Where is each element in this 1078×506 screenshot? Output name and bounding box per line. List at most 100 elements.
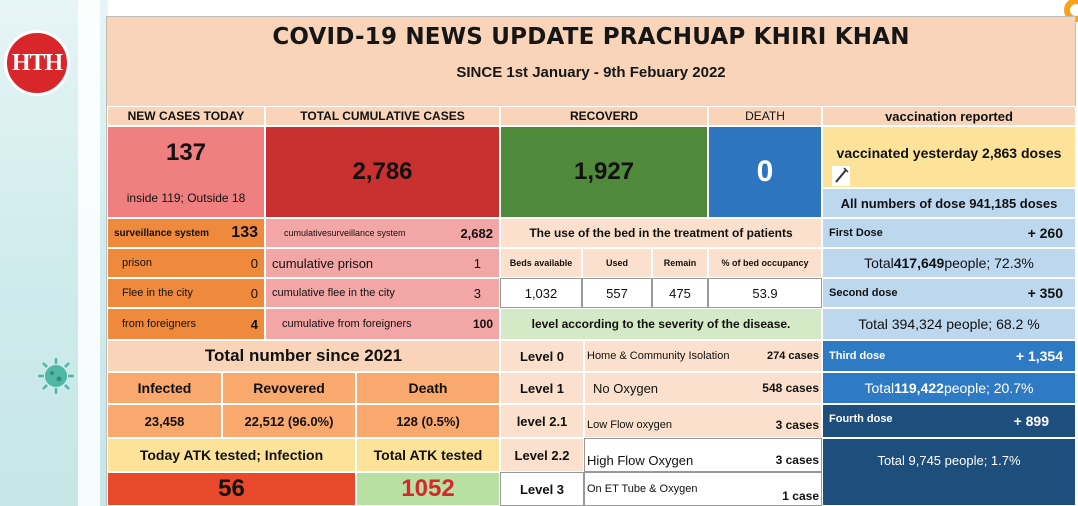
third-dose-total-prefix: Total [864, 380, 895, 396]
level-3-cases: 1 case [782, 489, 819, 503]
third-dose-plus: + 1,354 [1015, 348, 1063, 364]
since-recovered-label: Revovered [222, 372, 356, 404]
level-2-2-desc: High Flow Oxygen [587, 452, 694, 468]
syringe-icon [832, 166, 850, 186]
cumulative-prison-label: cumulative prison [272, 255, 374, 271]
level-3-desc: On ET Tube & Oxygen [587, 483, 698, 495]
level-0-label: Level 0 [500, 340, 584, 372]
today-surveillance-value: 133 [231, 224, 258, 241]
today-flee-label: Flee in the city [122, 287, 193, 299]
cumulative-flee-label: cumulative flee in the city [272, 287, 395, 299]
first-dose-total-prefix: Total [864, 255, 894, 271]
total-cumulative-header: TOTAL CUMULATIVE CASES [265, 106, 500, 126]
first-dose-row: First Dose + 260 [822, 218, 1076, 248]
third-dose-row: Third dose + 1,354 [822, 340, 1076, 372]
beds-used-value: 557 [582, 278, 652, 308]
level-2-1-cases: 3 cases [775, 418, 819, 432]
atk-total-label: Total ATK tested [356, 438, 500, 472]
atk-today-label: Today ATK tested; Infection [107, 438, 356, 472]
today-foreigners-value: 4 [250, 316, 258, 332]
page-title: COVID-19 NEWS UPDATE PRACHUAP KHIRI KHAN [272, 24, 910, 50]
cumulative-surveillance-row: cumulativesurveillance system 2,682 [265, 218, 500, 248]
second-dose-total: Total 394,324 people; 68.2 % [822, 308, 1076, 340]
fourth-dose-row: Fourth dose + 899 [822, 404, 1076, 438]
death-header: DEATH [708, 106, 822, 126]
today-flee-row: Flee in the city 0 [107, 278, 265, 308]
first-dose-plus: + 260 [1027, 225, 1063, 241]
new-cases-header: NEW CASES TODAY [107, 106, 265, 126]
new-cases-box: 137 inside 119; Outside 18 [107, 126, 265, 218]
level-2-2-label: Level 2.2 [500, 438, 584, 472]
cumulative-foreigners-label: cumulative from foreigners [282, 318, 412, 330]
since-death-value: 128 (0.5%) [356, 404, 500, 438]
level-2-2-row: High Flow Oxygen 3 cases [584, 438, 822, 472]
since-2021-title: Total number since 2021 [107, 340, 500, 372]
beds-remain-header: Remain [652, 248, 708, 278]
today-surveillance-label: surveillance system [114, 227, 210, 239]
header-background [107, 17, 1075, 106]
level-1-label: Level 1 [500, 372, 584, 404]
recovered-value: 1,927 [500, 126, 708, 218]
level-2-1-row: Low Flow oxygen 3 cases [584, 404, 822, 438]
today-prison-value: 0 [250, 255, 258, 271]
second-dose-plus: + 350 [1027, 285, 1063, 301]
level-1-cases: 548 cases [762, 381, 819, 395]
vaccinated-yesterday: vaccinated yesterday 2,863 doses [822, 126, 1076, 188]
first-dose-total: Total 417,649 people; 72.3% [822, 248, 1076, 278]
since-recovered-value: 22,512 (96.0%) [222, 404, 356, 438]
cumulative-flee-row: cumulative flee in the city 3 [265, 278, 500, 308]
cumulative-prison-value: 1 [473, 255, 481, 271]
recovered-header: RECOVERD [500, 106, 708, 126]
severity-title: level according to the severity of the d… [500, 308, 822, 340]
third-dose-total-bold: 119,422 [894, 380, 944, 396]
cumulative-surveillance-label: cumulativesurveillance system [284, 228, 406, 238]
level-0-row: Home & Community Isolation 274 cases [584, 340, 822, 372]
second-dose-total-text: Total 394,324 people; 68.2 % [858, 316, 1040, 332]
level-3-row: On ET Tube & Oxygen 1 case [584, 472, 822, 506]
since-infected-value: 23,458 [107, 404, 222, 438]
beds-used-header: Used [582, 248, 652, 278]
third-dose-label: Third dose [829, 350, 886, 362]
third-dose-total: Total 119,422 people; 20.7% [822, 372, 1076, 404]
second-dose-label: Second dose [829, 287, 898, 299]
beds-available-value: 1,032 [500, 278, 582, 308]
level-3-label: Level 3 [500, 472, 584, 506]
level-1-row: No Oxygen 548 cases [584, 372, 822, 404]
cumulative-foreigners-value: 100 [472, 317, 493, 331]
vaccinated-yesterday-text: vaccinated yesterday 2,863 doses [836, 145, 1062, 161]
cumulative-flee-value: 3 [473, 285, 481, 301]
today-prison-row: prison 0 [107, 248, 265, 278]
death-value: 0 [708, 126, 822, 218]
level-2-2-cases: 3 cases [775, 453, 819, 467]
first-dose-total-suffix: people; 72.3% [944, 255, 1034, 271]
cumulative-prison-row: cumulative prison 1 [265, 248, 500, 278]
beds-available-header: Beds available [500, 248, 582, 278]
fourth-dose-total-text: Total 9,745 people; 1.7% [877, 453, 1021, 468]
today-prison-label: prison [122, 257, 152, 269]
level-0-desc: Home & Community Isolation [587, 350, 730, 362]
level-2-1-label: level 2.1 [500, 404, 584, 438]
level-1-desc: No Oxygen [593, 380, 659, 396]
beds-title: The use of the bed in the treatment of p… [500, 218, 822, 248]
today-foreigners-label: from foreigners [122, 318, 196, 330]
all-doses: All numbers of dose 941,185 doses [822, 188, 1076, 218]
hth-logo: HTH [4, 30, 70, 96]
level-0-cases: 274 cases [767, 350, 819, 362]
today-foreigners-row: from foreigners 4 [107, 308, 265, 340]
cumulative-surveillance-value: 2,682 [460, 225, 493, 241]
cumulative-foreigners-row: cumulative from foreigners 100 [265, 308, 500, 340]
since-death-label: Death [356, 372, 500, 404]
first-dose-total-bold: 417,649 [893, 255, 945, 271]
fourth-dose-plus: + 899 [1013, 413, 1049, 429]
third-dose-total-suffix: people; 20.7% [943, 380, 1034, 396]
since-infected-label: Infected [107, 372, 222, 404]
second-dose-row: Second dose + 350 [822, 278, 1076, 308]
fourth-dose-label: Fourth dose [829, 413, 893, 425]
virus-icon [38, 358, 74, 394]
beds-occupancy-header: % of bed occupancy [708, 248, 822, 278]
atk-today-value: 56 [107, 472, 356, 506]
left-decoration-stripe [78, 0, 100, 506]
beds-occupancy-value: 53.9 [708, 278, 822, 308]
today-flee-value: 0 [250, 285, 258, 301]
page-subtitle: SINCE 1st January - 9th Febuary 2022 [456, 64, 726, 81]
